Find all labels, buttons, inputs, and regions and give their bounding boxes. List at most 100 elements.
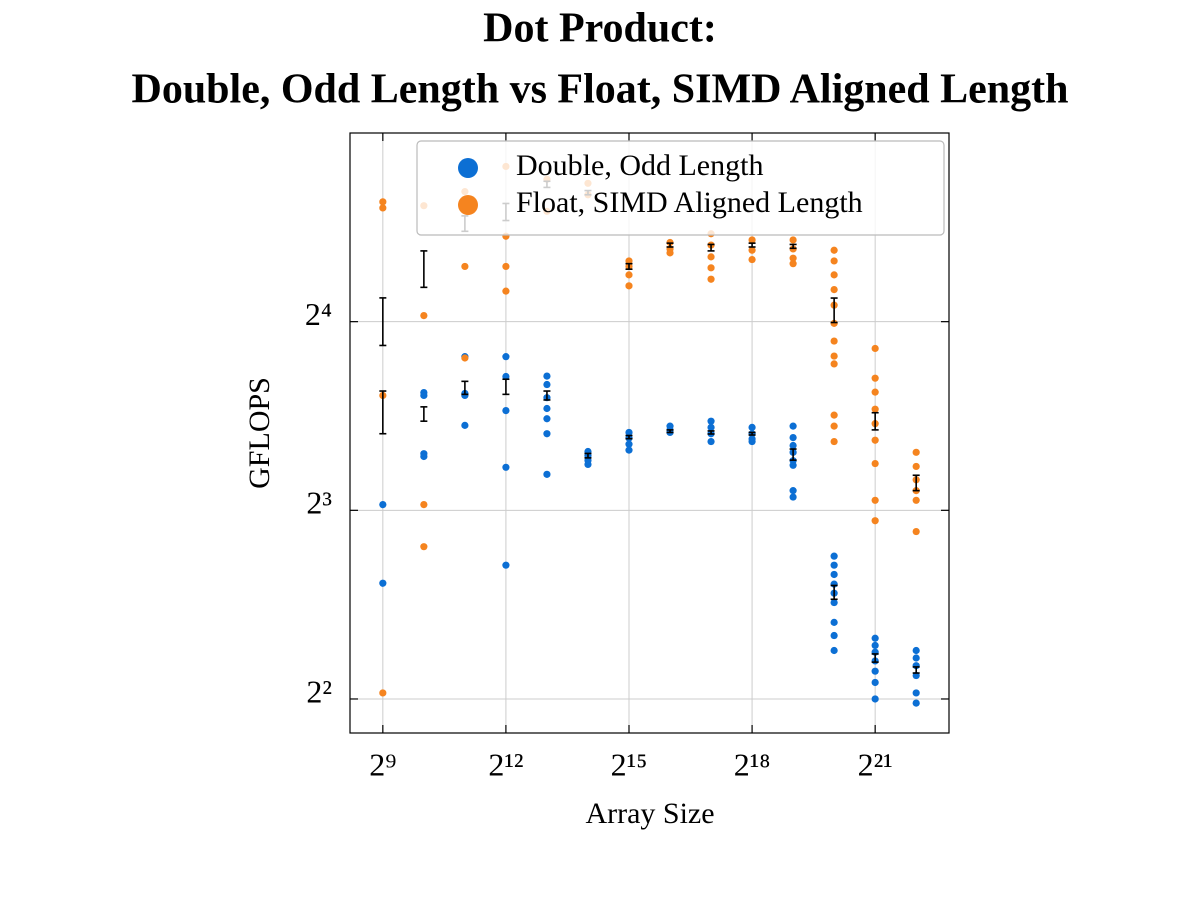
error-bar <box>871 411 879 431</box>
data-point <box>830 319 838 327</box>
data-point <box>543 404 551 413</box>
error-bar <box>912 666 920 674</box>
plot-frame <box>349 132 950 734</box>
x-tick-label: 2²¹ <box>858 746 893 782</box>
data-point <box>830 631 838 640</box>
x-tick-label: 2¹⁵ <box>611 746 648 782</box>
data-point <box>748 255 756 264</box>
data-point <box>502 406 510 415</box>
error-bar <box>912 474 920 492</box>
error-bar <box>830 297 838 324</box>
error-bar <box>789 448 797 461</box>
data-point <box>871 388 879 396</box>
data-point <box>707 275 715 283</box>
chart-title: Double, Odd Length vs Float, SIMD Aligne… <box>131 67 1068 113</box>
legend-marker <box>458 158 478 178</box>
data-point <box>420 312 428 320</box>
data-point <box>830 246 838 254</box>
data-point <box>830 271 838 279</box>
data-point <box>502 262 510 271</box>
data-point <box>830 598 838 607</box>
data-point <box>912 448 920 456</box>
data-point <box>871 459 879 468</box>
data-point <box>830 437 838 446</box>
x-tick-label: 2¹⁸ <box>734 746 771 782</box>
data-point <box>871 678 879 687</box>
legend-label: Double, Odd Length <box>516 149 763 182</box>
data-point <box>789 493 797 501</box>
data-point <box>707 437 715 446</box>
data-point <box>461 354 469 362</box>
data-point <box>789 434 797 442</box>
data-point <box>707 264 715 272</box>
error-bar <box>502 378 510 396</box>
data-point <box>625 282 633 290</box>
data-point <box>748 236 756 244</box>
error-bar <box>830 584 838 601</box>
error-bar <box>420 406 428 422</box>
error-bar <box>748 242 756 248</box>
error-bar <box>666 242 674 248</box>
data-point <box>502 561 510 569</box>
x-axis-label: Array Size <box>585 797 714 830</box>
error-bar <box>584 452 592 459</box>
error-bar <box>666 429 674 434</box>
data-point <box>420 500 428 509</box>
chart-title: Dot Product: <box>483 6 717 52</box>
data-point <box>912 496 920 504</box>
data-point <box>830 337 838 345</box>
data-point <box>789 487 797 495</box>
error-bar <box>625 434 633 440</box>
data-point <box>871 695 879 703</box>
data-point <box>420 543 428 551</box>
data-point <box>420 452 428 461</box>
data-point <box>871 517 879 525</box>
data-point <box>871 634 879 642</box>
data-point <box>625 428 633 437</box>
data-point <box>461 421 469 429</box>
data-point <box>871 405 879 413</box>
error-bar <box>625 262 633 271</box>
data-point <box>830 422 838 430</box>
data-point <box>379 198 387 206</box>
data-point <box>789 441 797 450</box>
data-point <box>912 462 920 471</box>
data-point <box>502 287 510 295</box>
error-bar <box>420 250 428 289</box>
data-point <box>789 461 797 469</box>
data-point <box>379 579 387 587</box>
data-point <box>912 654 920 662</box>
error-bar <box>707 430 715 435</box>
data-point <box>748 246 756 254</box>
data-point <box>912 646 920 655</box>
error-bar <box>748 431 756 436</box>
data-point <box>379 500 387 509</box>
y-axis-label: GFLOPS <box>243 377 276 489</box>
data-point <box>502 372 510 381</box>
error-bar <box>461 380 469 396</box>
x-tick-label: 2⁹ <box>369 746 396 782</box>
error-bar <box>379 297 387 347</box>
data-point <box>502 353 510 361</box>
data-point <box>912 699 920 707</box>
data-point <box>830 360 838 368</box>
legend-marker <box>458 195 478 215</box>
error-bar <box>707 243 715 252</box>
data-point <box>830 570 838 579</box>
y-tick-label: 2³ <box>306 485 332 521</box>
data-point <box>830 352 838 360</box>
data-point <box>830 257 838 265</box>
data-point <box>789 260 797 268</box>
data-point <box>543 430 551 438</box>
data-point <box>871 667 879 675</box>
data-point <box>420 391 428 400</box>
data-point <box>379 689 387 697</box>
error-bar <box>543 390 551 401</box>
error-bar <box>789 243 797 250</box>
data-point <box>543 380 551 389</box>
x-tick-label: 2¹² <box>488 746 523 782</box>
data-point <box>830 286 838 294</box>
data-point <box>748 423 756 431</box>
data-point <box>789 236 797 244</box>
